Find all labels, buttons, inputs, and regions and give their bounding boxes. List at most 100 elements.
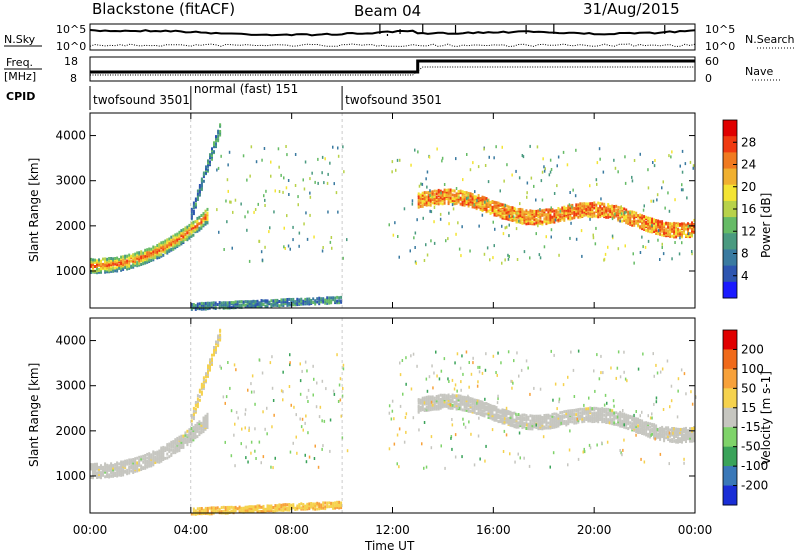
cell-band-rising xyxy=(213,346,215,349)
cell-near-range xyxy=(214,509,217,513)
cell-scatter xyxy=(596,161,599,165)
freq-label: Freq. xyxy=(6,56,33,69)
cell-band-low xyxy=(194,428,197,432)
cell-band-low xyxy=(96,476,98,479)
cell-scatter xyxy=(227,361,229,364)
cell-evening-band xyxy=(641,214,644,218)
cell-band-low xyxy=(206,421,209,425)
cell-near-range xyxy=(266,509,269,513)
cell-band-low xyxy=(90,262,92,266)
velocity-colorbar-tick-label-4: -15 xyxy=(741,420,761,434)
cell-band-low xyxy=(148,452,151,456)
cell-band-low xyxy=(176,442,179,446)
cell-evening-band xyxy=(417,407,420,411)
cell-evening-band xyxy=(551,412,554,416)
cell-evening-band xyxy=(589,409,592,413)
cell-near-range xyxy=(276,298,279,302)
cell-scatter xyxy=(659,258,661,261)
cell-band-rising xyxy=(213,353,215,357)
nsearch-label: N.Search xyxy=(745,33,795,46)
cell-band-low xyxy=(118,466,121,470)
cell-evening-band xyxy=(653,225,656,229)
cell-scatter xyxy=(304,453,306,457)
cell-scatter xyxy=(485,444,487,448)
cell-evening-band xyxy=(543,415,546,419)
cell-band-low xyxy=(202,420,205,423)
cell-evening-band xyxy=(439,393,442,397)
cell-band-low xyxy=(144,460,147,464)
cell-evening-band xyxy=(521,208,524,212)
cell-band-rising xyxy=(190,209,193,213)
cell-band-low xyxy=(168,241,171,245)
cell-evening-band xyxy=(535,414,538,418)
cell-evening-band xyxy=(461,195,464,199)
cell-near-range xyxy=(236,302,239,306)
cell-scatter xyxy=(580,229,583,233)
cell-evening-band xyxy=(555,216,558,220)
cell-evening-band xyxy=(553,422,556,426)
cell-evening-band xyxy=(641,219,644,223)
cell-evening-band xyxy=(547,413,550,417)
cell-evening-band xyxy=(543,208,546,212)
cell-evening-band xyxy=(519,424,522,428)
cell-scatter xyxy=(492,256,494,260)
cell-scatter xyxy=(289,247,291,251)
cell-scatter xyxy=(477,165,480,169)
cell-evening-band xyxy=(633,221,636,225)
cell-band-low xyxy=(148,252,151,256)
cell-band-low xyxy=(90,476,92,479)
cell-band-low xyxy=(200,218,203,222)
cell-evening-band xyxy=(671,438,674,442)
cell-scatter xyxy=(294,153,297,156)
cell-evening-band xyxy=(499,202,502,206)
cell-scatter xyxy=(657,238,659,242)
cell-near-range xyxy=(288,507,291,510)
cell-evening-band xyxy=(623,425,626,429)
cell-evening-band xyxy=(617,218,620,222)
cell-scatter xyxy=(307,400,309,403)
cell-scatter xyxy=(681,183,683,187)
cell-band-low xyxy=(160,449,163,453)
cell-scatter xyxy=(450,435,453,438)
cell-evening-band xyxy=(463,201,466,205)
cell-band-low xyxy=(178,447,181,451)
cell-scatter xyxy=(654,159,656,162)
cell-evening-band xyxy=(609,408,612,412)
cell-near-range xyxy=(212,506,215,510)
cell-scatter xyxy=(484,397,486,401)
cell-near-range xyxy=(270,299,273,303)
cell-evening-band xyxy=(553,209,556,213)
cell-scatter xyxy=(652,161,654,164)
cell-evening-band xyxy=(583,409,586,413)
cell-band-low xyxy=(116,464,119,468)
cell-evening-band xyxy=(437,188,440,192)
cell-band-low xyxy=(132,263,135,267)
cell-evening-band xyxy=(593,203,596,206)
cell-band-low xyxy=(190,234,193,238)
cell-near-range xyxy=(264,507,267,511)
cell-evening-band xyxy=(681,432,683,435)
cell-band-low xyxy=(156,450,159,454)
cell-evening-band xyxy=(581,202,584,206)
cell-scatter xyxy=(505,406,508,410)
cell-evening-band xyxy=(691,431,693,435)
cell-evening-band xyxy=(507,417,510,420)
cell-scatter xyxy=(612,236,614,240)
cell-near-range xyxy=(210,305,213,309)
cell-evening-band xyxy=(579,417,582,421)
cell-evening-band xyxy=(627,414,630,418)
freq-trace xyxy=(90,59,695,74)
cell-evening-band xyxy=(607,418,610,422)
cell-evening-band xyxy=(553,419,556,422)
cell-evening-band xyxy=(683,229,685,233)
cell-scatter xyxy=(459,366,462,370)
cell-evening-band xyxy=(673,231,676,235)
cell-near-range xyxy=(334,501,337,505)
cell-near-range xyxy=(206,303,209,307)
power-colorbar-tick-label-4: 12 xyxy=(741,224,756,238)
cell-scatter xyxy=(679,428,682,432)
cell-near-range xyxy=(268,300,271,304)
cell-scatter xyxy=(657,229,660,233)
cell-scatter xyxy=(506,163,508,167)
cell-evening-band xyxy=(647,220,650,224)
